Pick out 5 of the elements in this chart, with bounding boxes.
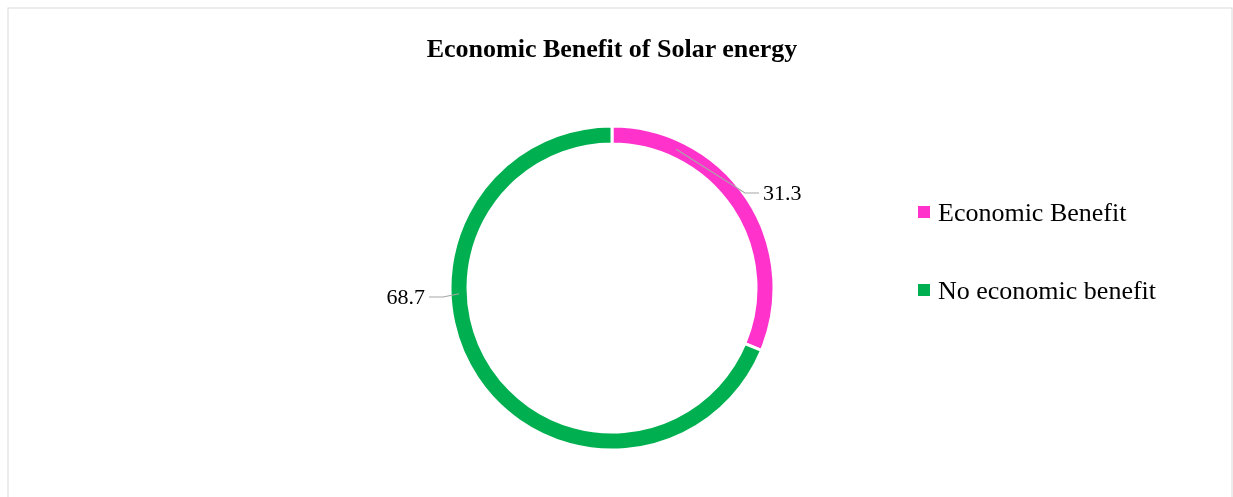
data-label: 68.7 bbox=[386, 284, 425, 309]
legend-label: Economic Benefit bbox=[938, 198, 1128, 227]
chart-title: Economic Benefit of Solar energy bbox=[426, 34, 798, 63]
data-label: 31.3 bbox=[763, 180, 802, 205]
legend-label: No economic benefit bbox=[938, 276, 1157, 305]
